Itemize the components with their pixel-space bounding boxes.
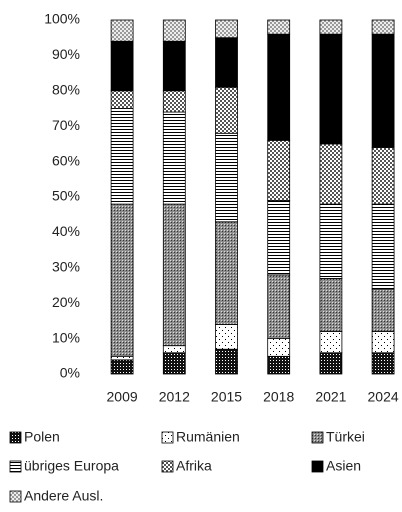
bar-segment	[267, 338, 291, 357]
bar-segment	[162, 90, 186, 113]
legend-swatch	[311, 460, 324, 473]
x-tick-label: 2015	[211, 389, 242, 405]
y-tick-label: 30%	[52, 259, 80, 275]
bar-segment	[110, 355, 134, 361]
legend-label: Türkei	[326, 429, 365, 445]
y-tick-label: 80%	[52, 82, 80, 98]
bar-segment	[215, 19, 238, 39]
x-tick-label: 2021	[315, 389, 346, 405]
bar-segment	[110, 203, 134, 357]
y-tick-label: 50%	[52, 188, 80, 204]
bar-segment	[215, 221, 238, 325]
y-tick-label: 70%	[52, 117, 80, 133]
legend-swatch	[161, 460, 174, 473]
bar-segment	[267, 355, 291, 375]
legend-swatch	[311, 431, 324, 444]
y-tick-label: 40%	[52, 223, 80, 239]
bar-segment	[319, 33, 343, 145]
bar-segment	[215, 348, 238, 375]
bar-segment	[371, 352, 395, 375]
bar-segment	[371, 288, 395, 332]
legend-label: Asien	[326, 458, 361, 474]
bar-segment	[371, 147, 395, 205]
bar-segment	[267, 33, 291, 141]
bar-segment	[162, 40, 186, 92]
bar-segment	[371, 203, 395, 290]
bar-segment	[162, 203, 186, 347]
bar-segment	[371, 331, 395, 354]
bar-segment	[110, 19, 134, 42]
bar-segment	[162, 111, 186, 205]
bar-segment	[215, 132, 238, 223]
bar-segment	[319, 331, 343, 354]
bar-segment	[267, 139, 291, 201]
bar-segment	[110, 90, 134, 109]
x-tick-label: 2024	[368, 389, 399, 405]
bar-segment	[162, 352, 186, 375]
y-tick-label: 100%	[44, 11, 80, 27]
bar-segment	[162, 345, 186, 354]
y-tick-label: 10%	[52, 329, 80, 345]
bar-segment	[319, 19, 343, 35]
legend-label: Polen	[24, 429, 60, 445]
bar-segment	[267, 274, 291, 340]
bar-segment	[319, 278, 343, 332]
y-tick-label: 90%	[52, 46, 80, 62]
x-tick-label: 2018	[263, 389, 294, 405]
y-tick-label: 20%	[52, 294, 80, 310]
bar-segment	[110, 40, 134, 92]
bar-segment	[162, 19, 186, 42]
legend-swatch	[161, 431, 174, 444]
bar-segment	[215, 324, 238, 350]
legend-label: übriges Europa	[24, 458, 119, 474]
legend-label: Afrika	[176, 458, 212, 474]
y-tick-label: 0%	[60, 365, 80, 381]
bar-segment	[371, 33, 395, 148]
bar-segment	[267, 19, 291, 35]
legend-swatch	[9, 460, 22, 473]
x-tick-label: 2009	[107, 389, 138, 405]
legend-swatch	[9, 490, 22, 503]
y-tick-label: 60%	[52, 152, 80, 168]
bar-segment	[319, 352, 343, 375]
legend-label: Andere Ausl.	[24, 488, 103, 504]
bar-segment	[110, 108, 134, 205]
bar-segment	[267, 200, 291, 276]
bar-segment	[110, 359, 134, 375]
x-tick-label: 2012	[159, 389, 190, 405]
legend-label: Rumänien	[176, 429, 240, 445]
legend-swatch	[9, 431, 22, 444]
bar-segment	[319, 203, 343, 279]
bar-segment	[215, 37, 238, 88]
bar-segment	[371, 19, 395, 35]
bar-segment	[215, 86, 238, 134]
bar-segment	[319, 143, 343, 205]
